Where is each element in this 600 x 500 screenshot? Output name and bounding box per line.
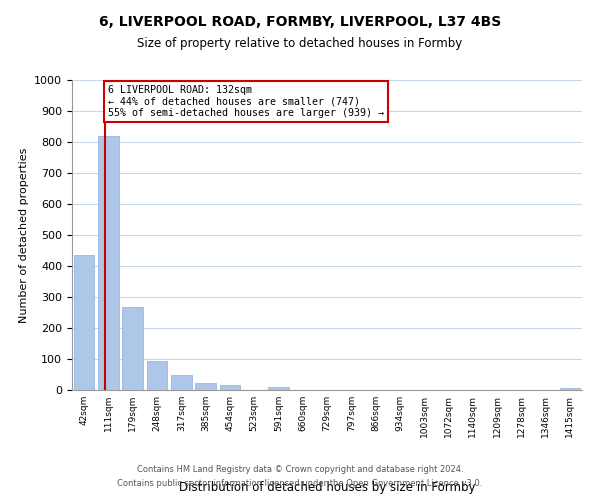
Y-axis label: Number of detached properties: Number of detached properties [19,148,29,322]
Text: 6 LIVERPOOL ROAD: 132sqm
← 44% of detached houses are smaller (747)
55% of semi-: 6 LIVERPOOL ROAD: 132sqm ← 44% of detach… [108,84,384,118]
Text: Contains HM Land Registry data © Crown copyright and database right 2024.
Contai: Contains HM Land Registry data © Crown c… [118,466,482,487]
Text: 6, LIVERPOOL ROAD, FORMBY, LIVERPOOL, L37 4BS: 6, LIVERPOOL ROAD, FORMBY, LIVERPOOL, L3… [99,15,501,29]
X-axis label: Distribution of detached houses by size in Formby: Distribution of detached houses by size … [179,482,475,494]
Bar [268,387,289,390]
Bar [171,375,191,390]
Bar [74,255,94,390]
Bar [98,136,119,390]
Bar [146,361,167,390]
Bar [122,307,143,390]
Bar [195,383,216,390]
Bar [560,388,580,390]
Bar [220,386,240,390]
Text: Size of property relative to detached houses in Formby: Size of property relative to detached ho… [137,38,463,51]
